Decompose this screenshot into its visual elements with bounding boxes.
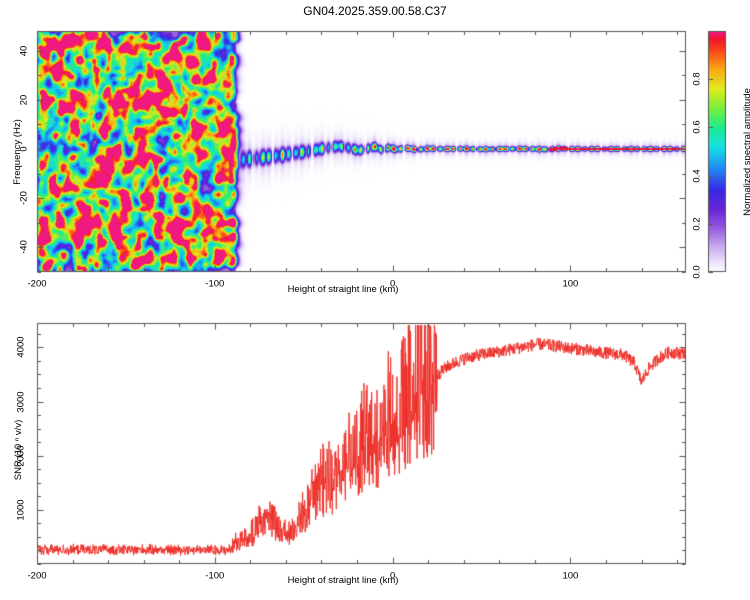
spectrogram-ytick-0: -40	[18, 240, 30, 255]
colorbar-label: Normalized spectral amplitude	[742, 88, 750, 216]
snr-xtick-0: -200	[27, 570, 47, 582]
spectrogram-xtick-3: 100	[562, 278, 579, 290]
figure-title: GN04.2025.359.00.58.C37	[303, 4, 447, 18]
spectrogram-ytick-4: 40	[18, 45, 30, 56]
snr-xtick-3: 100	[562, 570, 579, 582]
colorbar-tick-0: 0.0	[691, 265, 703, 279]
snr-ytick-0: 1000	[15, 499, 27, 521]
spectrogram-xtick-0: -200	[27, 278, 47, 290]
spectrogram-x-axis-label: Height of straight line (km)	[287, 284, 399, 295]
snr-ytick-2: 3000	[15, 390, 27, 413]
snr-xtick-2: 0	[389, 570, 396, 582]
spectrogram-xtick-2: 0	[389, 278, 396, 290]
snr-ytick-3: 4000	[15, 336, 27, 358]
colorbar-tick-2: 0.4	[691, 168, 703, 183]
snr-ytick-1: 2000	[15, 445, 27, 467]
snr-x-axis-label: Height of straight line (km)	[287, 575, 399, 586]
spectrogram-xtick-1: -100	[205, 278, 225, 290]
spectrogram-ytick-2: 0	[18, 146, 30, 152]
colorbar-tick-3: 0.6	[691, 120, 703, 134]
colorbar-tick-1: 0.2	[691, 217, 703, 231]
spectrogram-ytick-3: 20	[18, 94, 30, 106]
snr-xtick-1: -100	[205, 570, 225, 582]
colorbar-tick-4: 0.8	[691, 72, 703, 86]
spectrogram-ytick-1: -20	[18, 191, 30, 206]
spectrogram-y-axis-label: Frequency (Hz)	[12, 119, 23, 185]
